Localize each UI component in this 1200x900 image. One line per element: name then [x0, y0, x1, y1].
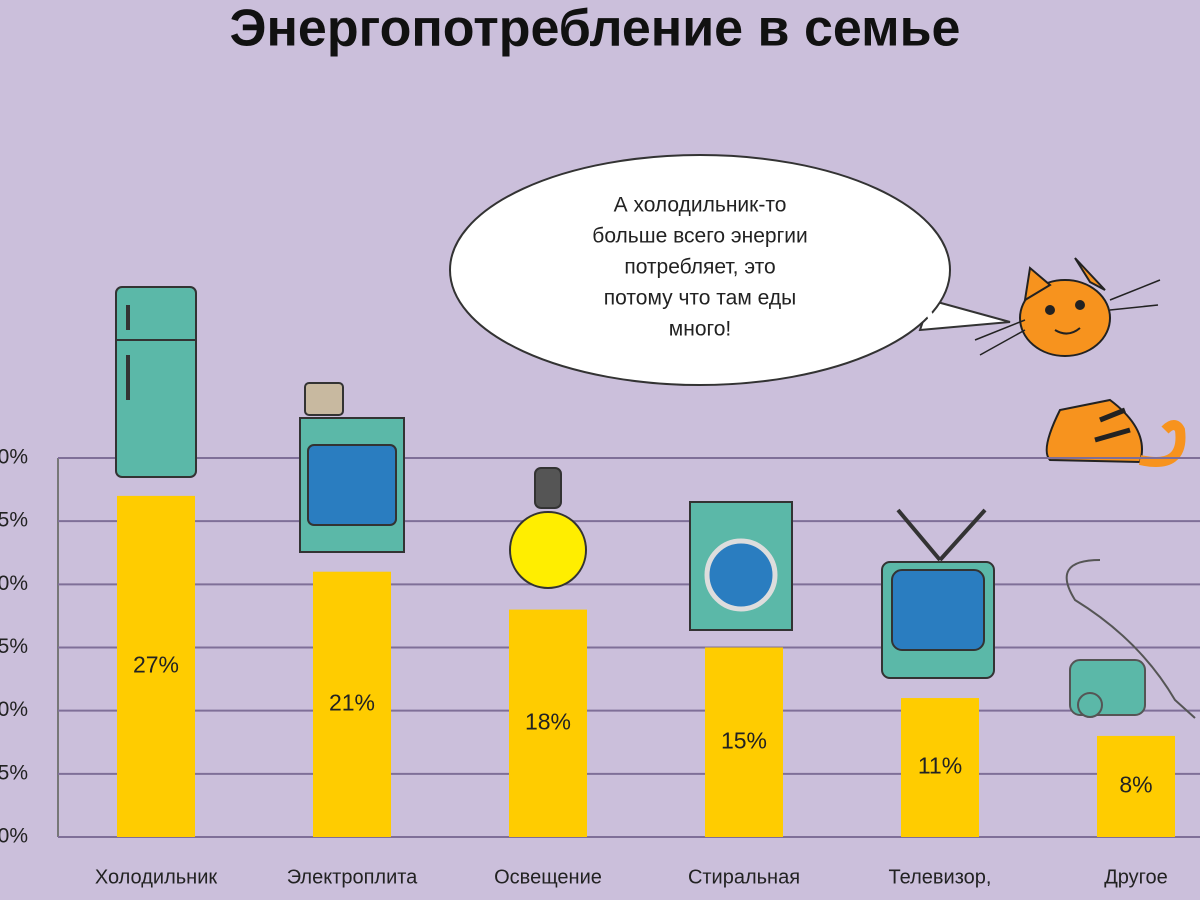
x-tick-label: Электроплита	[287, 866, 418, 888]
y-tick-label: 15%	[0, 635, 28, 658]
value-label: 15%	[721, 727, 767, 753]
bar	[1097, 735, 1175, 837]
stove-icon	[299, 382, 405, 553]
y-tick-label: 25%	[0, 509, 28, 532]
annotation-line: больше всего энергии	[592, 225, 807, 248]
y-tick-label: 5%	[0, 761, 28, 784]
speech-bubble	[449, 154, 1011, 386]
vacuum-icon	[1065, 559, 1196, 719]
y-tick-label: 30%	[0, 446, 28, 469]
value-label: 8%	[1119, 772, 1152, 798]
value-label: 21%	[329, 689, 375, 715]
annotation-line: А холодильник-то	[614, 194, 787, 217]
value-label: 27%	[133, 652, 179, 678]
value-label: 18%	[525, 708, 571, 734]
annotation-line: потребляет, это	[624, 256, 775, 279]
value-label: 11%	[918, 753, 962, 779]
annotation-line: потому что там еды	[604, 287, 796, 310]
cat-illustration	[974, 257, 1186, 467]
bar	[901, 698, 979, 837]
bar	[313, 571, 391, 837]
washer-icon	[689, 501, 793, 631]
tv-icon	[881, 508, 995, 679]
x-tick-label: Освещение	[494, 866, 602, 888]
y-tick-label: 20%	[0, 572, 28, 595]
annotation-line: много!	[669, 318, 731, 341]
x-tick-label: Холодильник	[95, 866, 218, 888]
y-tick-label: 0%	[0, 825, 28, 848]
bar	[509, 609, 587, 837]
x-tick-label: Телевизор,	[889, 866, 992, 888]
fridge-icon	[115, 286, 197, 478]
y-tick-label: 10%	[0, 698, 28, 721]
x-tick-label: Другое	[1104, 866, 1168, 888]
chart-title: Энергопотребление в семье	[230, 0, 961, 58]
bar	[705, 647, 783, 837]
x-tick-label: Стиральная	[688, 866, 800, 888]
bar	[117, 495, 195, 837]
bulb-icon	[509, 467, 587, 589]
